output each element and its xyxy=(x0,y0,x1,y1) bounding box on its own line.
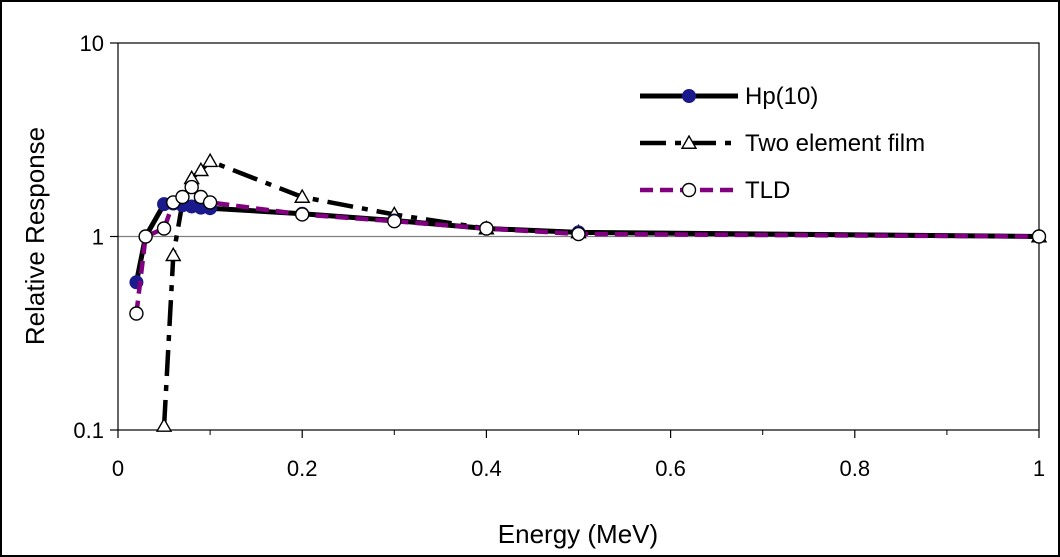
data-point xyxy=(202,195,218,210)
series-2 xyxy=(129,179,1047,321)
data-point xyxy=(201,152,219,168)
x-tick-label: 0.8 xyxy=(840,456,871,481)
legend-label: TLD xyxy=(745,177,790,204)
legend-label: Hp(10) xyxy=(745,83,818,110)
data-point xyxy=(155,417,173,432)
legend-marker xyxy=(682,89,696,103)
data-point xyxy=(165,246,182,262)
x-tick-label: 1 xyxy=(1033,456,1045,481)
x-tick-label: 0.6 xyxy=(655,456,686,481)
data-point xyxy=(156,221,172,236)
y-tick-label: 0.1 xyxy=(73,418,104,443)
y-axis-title: Relative Response xyxy=(20,127,50,345)
x-tick-label: 0.2 xyxy=(287,456,318,481)
series-group xyxy=(129,152,1048,432)
data-point xyxy=(293,188,311,203)
data-point xyxy=(192,161,210,177)
y-tick-label: 1 xyxy=(92,225,104,250)
data-point xyxy=(1031,229,1047,244)
data-point xyxy=(129,306,144,321)
x-tick-label: 0 xyxy=(112,456,124,481)
y-tick-label: 10 xyxy=(80,31,104,56)
x-axis-title: Energy (MeV) xyxy=(498,519,658,549)
data-point xyxy=(295,207,310,222)
data-point xyxy=(175,189,190,205)
data-point xyxy=(184,179,199,195)
legend-label: Two element film xyxy=(745,130,925,157)
legend: Hp(10) Two element film TLD xyxy=(640,83,925,204)
data-point xyxy=(138,229,153,244)
legend-marker xyxy=(681,182,697,198)
data-point xyxy=(479,221,494,236)
legend-marker xyxy=(680,134,698,149)
data-point xyxy=(387,213,402,229)
axis-ticks: 0.1 1 10 0 0.2 0.4 0.6 0.8 1 xyxy=(73,31,1045,481)
data-point xyxy=(571,226,586,242)
x-tick-label: 0.4 xyxy=(471,456,502,481)
